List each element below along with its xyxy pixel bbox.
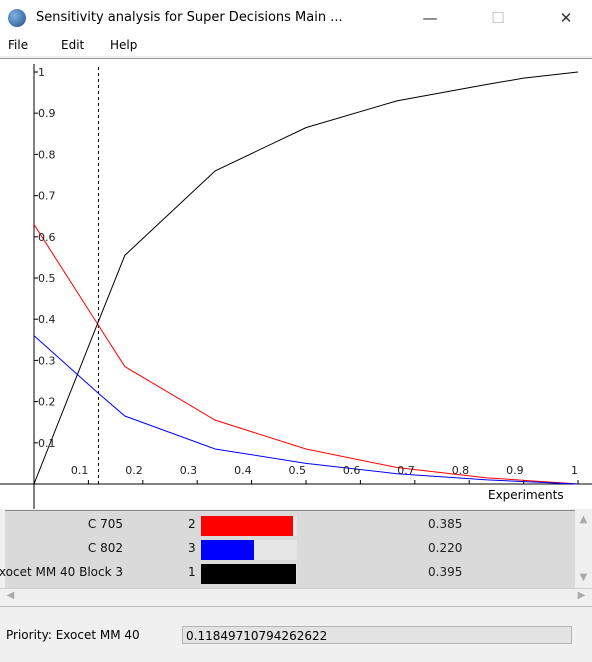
scroll-right-icon[interactable]: ▶ — [577, 590, 586, 601]
status-bar: Priority: Exocet MM 40 0.118497107942626… — [0, 606, 592, 662]
alternative-rank: 2 — [188, 517, 196, 531]
alternative-name: C 705 — [87, 517, 123, 531]
series-line-0 — [33, 224, 579, 485]
alternative-name: C 802 — [87, 541, 123, 555]
menu-file[interactable]: File — [8, 38, 29, 52]
y-tick-label: 0.1 — [38, 437, 56, 450]
menu-help[interactable]: Help — [110, 38, 138, 52]
x-axis-title: Experiments — [488, 488, 564, 502]
menu-edit[interactable]: Edit — [61, 38, 85, 52]
priority-bar-fill — [201, 564, 296, 584]
priority-value-field[interactable]: 0.11849710794262622 — [182, 626, 572, 644]
x-tick-label: 0.7 — [397, 464, 415, 477]
result-row[interactable]: C 705 2 0.385 — [5, 513, 575, 537]
x-tick-label: 1 — [571, 464, 578, 477]
alternative-rank: 3 — [188, 541, 196, 555]
priority-label: Priority: Exocet MM 40 — [6, 628, 140, 642]
alternative-name: Exocet MM 40 Block 3 — [0, 565, 123, 579]
sensitivity-plot[interactable]: 0.1 0.2 0.3 0.4 0.5 0.6 0.7 0.8 0.9 1 0.1 0.2 0.3 0.… — [0, 58, 592, 509]
y-tick-label: 0.4 — [38, 313, 56, 326]
vertical-scrollbar[interactable]: ▲ ▼ — [575, 510, 592, 588]
y-tick-label: 0.7 — [38, 190, 56, 203]
x-tick-label: 0.2 — [125, 464, 143, 477]
priority-value: 0.395 — [428, 565, 463, 579]
priority-bar-fill — [201, 540, 254, 560]
priority-bar — [201, 516, 297, 536]
priority-bar — [201, 540, 297, 560]
result-row[interactable]: Exocet MM 40 Block 3 1 0.395 — [0, 561, 575, 585]
x-tick-label: 0.3 — [180, 464, 198, 477]
y-tick-label: 0.5 — [38, 272, 56, 285]
y-tick-label: 0.8 — [38, 148, 56, 161]
window-title: Sensitivity analysis for Super Decisions… — [36, 10, 343, 25]
x-tick-label: 0.6 — [343, 464, 361, 477]
priority-bar-fill — [201, 516, 294, 536]
series-line-1 — [33, 335, 579, 485]
priority-value: 0.220 — [428, 541, 463, 555]
horizontal-scrollbar[interactable]: ◀ ▶ — [0, 588, 592, 605]
y-tick-label: 0.6 — [38, 231, 56, 244]
maximize-button[interactable]: ☐ — [491, 9, 505, 27]
globe-icon — [8, 9, 26, 27]
scroll-down-icon[interactable]: ▼ — [579, 572, 588, 583]
close-button[interactable]: ✕ — [559, 9, 573, 27]
y-tick-label: 0.9 — [38, 107, 56, 120]
scroll-up-icon[interactable]: ▲ — [579, 514, 588, 525]
scroll-left-icon[interactable]: ◀ — [6, 590, 15, 601]
y-tick-label: 1 — [38, 66, 45, 79]
priority-bar — [201, 564, 297, 584]
results-table: C 705 2 0.385 C 802 3 0.220 Exocet MM 40… — [0, 510, 575, 589]
alternative-rank: 1 — [188, 565, 196, 579]
minimize-button[interactable]: — — [422, 9, 438, 27]
result-row[interactable]: C 802 3 0.220 — [5, 537, 575, 561]
priority-value: 0.385 — [428, 517, 463, 531]
title-bar: Sensitivity analysis for Super Decisions… — [0, 0, 592, 36]
y-tick-label: 0.3 — [38, 354, 56, 367]
series-line-2 — [33, 71, 579, 485]
sensitivity-chart: 0.1 0.2 0.3 0.4 0.5 0.6 0.7 0.8 0.9 1 0.1 0.2 0.3 0.… — [0, 64, 592, 509]
menu-bar: File Edit Help — [0, 36, 592, 56]
x-tick-label: 0.9 — [506, 464, 524, 477]
x-tick-label: 0.4 — [234, 464, 252, 477]
x-tick-label: 0.1 — [71, 464, 89, 477]
x-tick-label: 0.8 — [452, 464, 470, 477]
x-tick-label: 0.5 — [289, 464, 307, 477]
y-tick-label: 0.2 — [38, 396, 56, 409]
